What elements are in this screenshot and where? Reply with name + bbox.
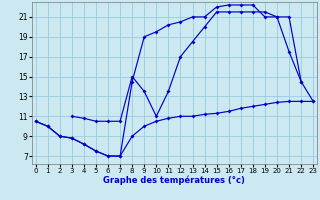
X-axis label: Graphe des températures (°c): Graphe des températures (°c)	[103, 176, 245, 185]
